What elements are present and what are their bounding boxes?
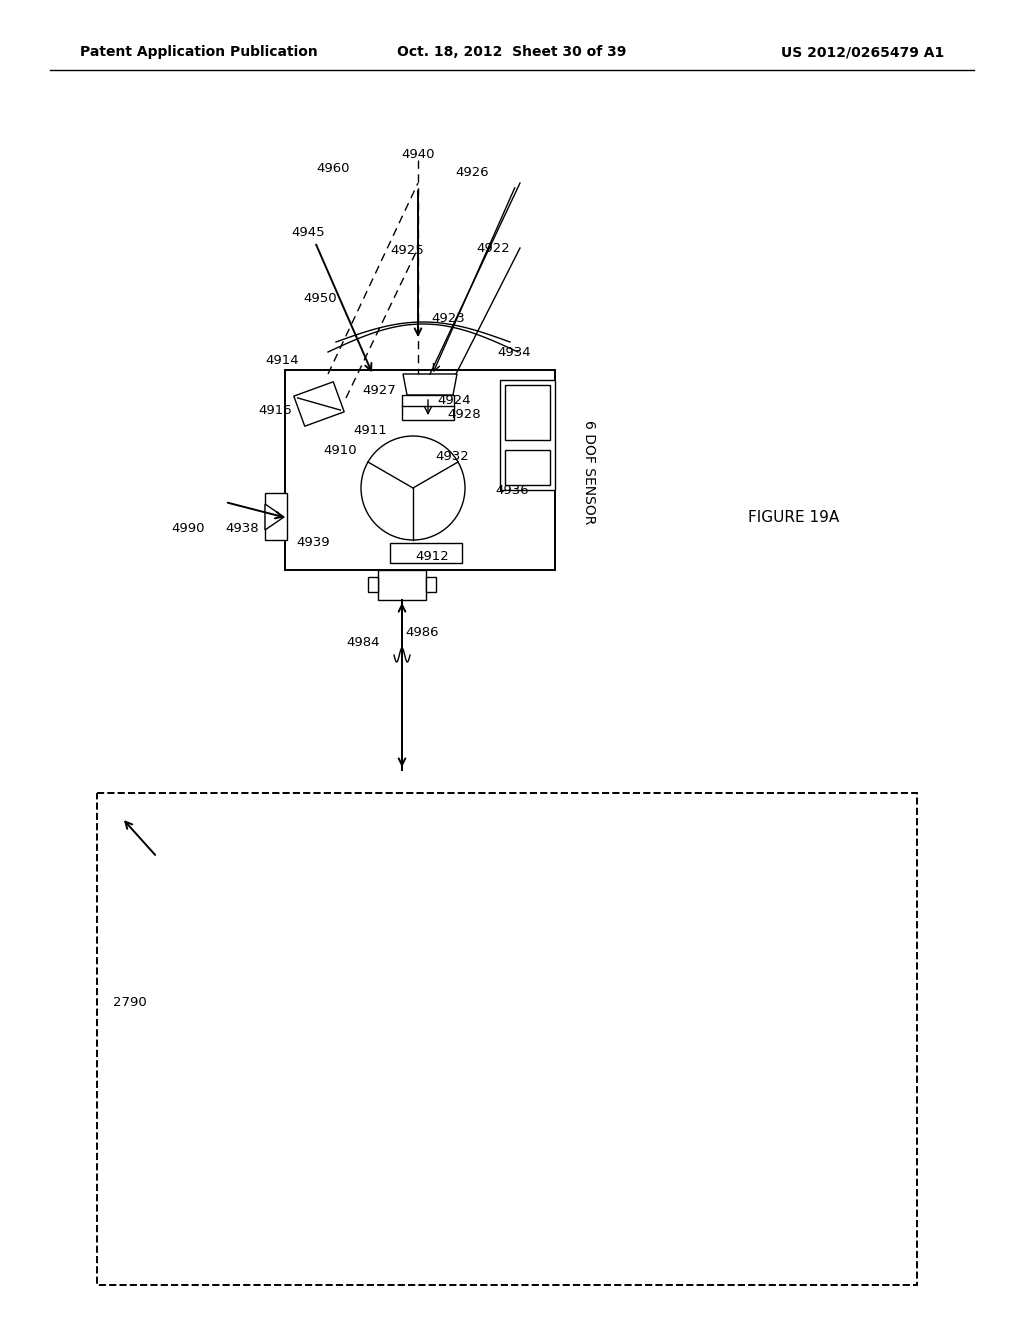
Bar — [505, 450, 550, 484]
Polygon shape — [403, 374, 457, 395]
Text: 4950: 4950 — [303, 292, 337, 305]
Text: 4925: 4925 — [390, 243, 424, 256]
Bar — [265, 492, 287, 540]
Text: 4910: 4910 — [324, 444, 356, 457]
Circle shape — [361, 436, 465, 540]
Text: 4960: 4960 — [316, 161, 350, 174]
Text: 4934: 4934 — [498, 346, 530, 359]
Bar — [378, 570, 426, 601]
Text: 4936: 4936 — [496, 483, 528, 496]
Text: 4986: 4986 — [406, 626, 438, 639]
Text: FIGURE 19A: FIGURE 19A — [748, 511, 840, 525]
Bar — [368, 577, 378, 591]
Text: 4916: 4916 — [258, 404, 292, 417]
Text: 4940: 4940 — [401, 149, 435, 161]
Bar — [505, 385, 550, 440]
Text: 4926: 4926 — [456, 165, 488, 178]
Text: US 2012/0265479 A1: US 2012/0265479 A1 — [780, 45, 944, 59]
Bar — [294, 381, 344, 426]
Text: 2790: 2790 — [113, 995, 146, 1008]
Text: 4932: 4932 — [435, 450, 469, 463]
Bar — [426, 577, 436, 591]
Bar — [97, 793, 918, 1284]
Text: 4912: 4912 — [415, 550, 449, 564]
Text: 4939: 4939 — [296, 536, 330, 549]
Text: 4927: 4927 — [362, 384, 396, 396]
Text: 4928: 4928 — [447, 408, 481, 421]
Text: Patent Application Publication: Patent Application Publication — [80, 45, 317, 59]
Bar — [500, 380, 555, 490]
Text: 4911: 4911 — [353, 424, 387, 437]
Text: 6 DOF SENSOR: 6 DOF SENSOR — [582, 420, 596, 524]
Text: 4984: 4984 — [346, 635, 380, 648]
Text: 4938: 4938 — [225, 521, 259, 535]
Text: 4922: 4922 — [476, 242, 510, 255]
Bar — [390, 543, 462, 564]
Text: 4923: 4923 — [431, 312, 465, 325]
Text: 4945: 4945 — [291, 227, 325, 239]
Polygon shape — [265, 504, 284, 531]
Bar — [285, 370, 555, 570]
Bar — [402, 395, 454, 420]
Text: Oct. 18, 2012  Sheet 30 of 39: Oct. 18, 2012 Sheet 30 of 39 — [397, 45, 627, 59]
Text: 4990: 4990 — [171, 521, 205, 535]
Text: 4924: 4924 — [437, 393, 471, 407]
Text: 4914: 4914 — [265, 354, 299, 367]
